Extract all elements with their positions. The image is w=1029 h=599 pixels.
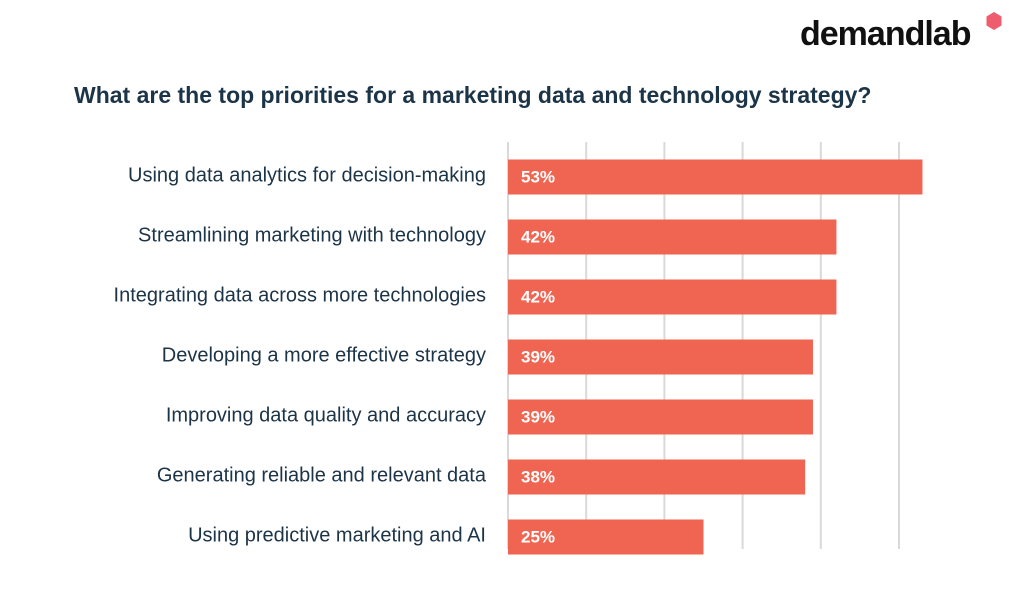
- category-label: Using predictive marketing and AI: [188, 524, 486, 546]
- brand-logo: demandlab: [800, 12, 1010, 58]
- category-label: Developing a more effective strategy: [162, 344, 486, 366]
- value-label: 38%: [521, 467, 555, 486]
- category-label: Streamlining marketing with technology: [138, 224, 486, 246]
- bar: [508, 339, 813, 375]
- chart-title: What are the top priorities for a market…: [74, 82, 872, 108]
- bars: [508, 159, 923, 555]
- category-label: Improving data quality and accuracy: [166, 404, 486, 426]
- value-labels: 53% 42% 42% 39% 39% 38% 25%: [521, 167, 555, 546]
- value-label: 39%: [521, 347, 555, 366]
- value-label: 42%: [521, 287, 555, 306]
- hexagon-icon: [986, 12, 1002, 30]
- category-label: Using data analytics for decision-making: [128, 164, 486, 186]
- category-label: Integrating data across more technologie…: [114, 284, 486, 306]
- bar: [508, 459, 806, 495]
- value-label: 53%: [521, 167, 555, 186]
- bar: [508, 519, 704, 555]
- value-label: 39%: [521, 407, 555, 426]
- value-label: 25%: [521, 527, 555, 546]
- bar: [508, 159, 923, 195]
- bar: [508, 399, 813, 435]
- brand-name: demandlab: [800, 15, 971, 53]
- category-labels: Using data analytics for decision-making…: [114, 164, 487, 546]
- value-label: 42%: [521, 227, 555, 246]
- bar: [508, 279, 837, 315]
- bar: [508, 219, 837, 255]
- category-label: Generating reliable and relevant data: [157, 464, 487, 486]
